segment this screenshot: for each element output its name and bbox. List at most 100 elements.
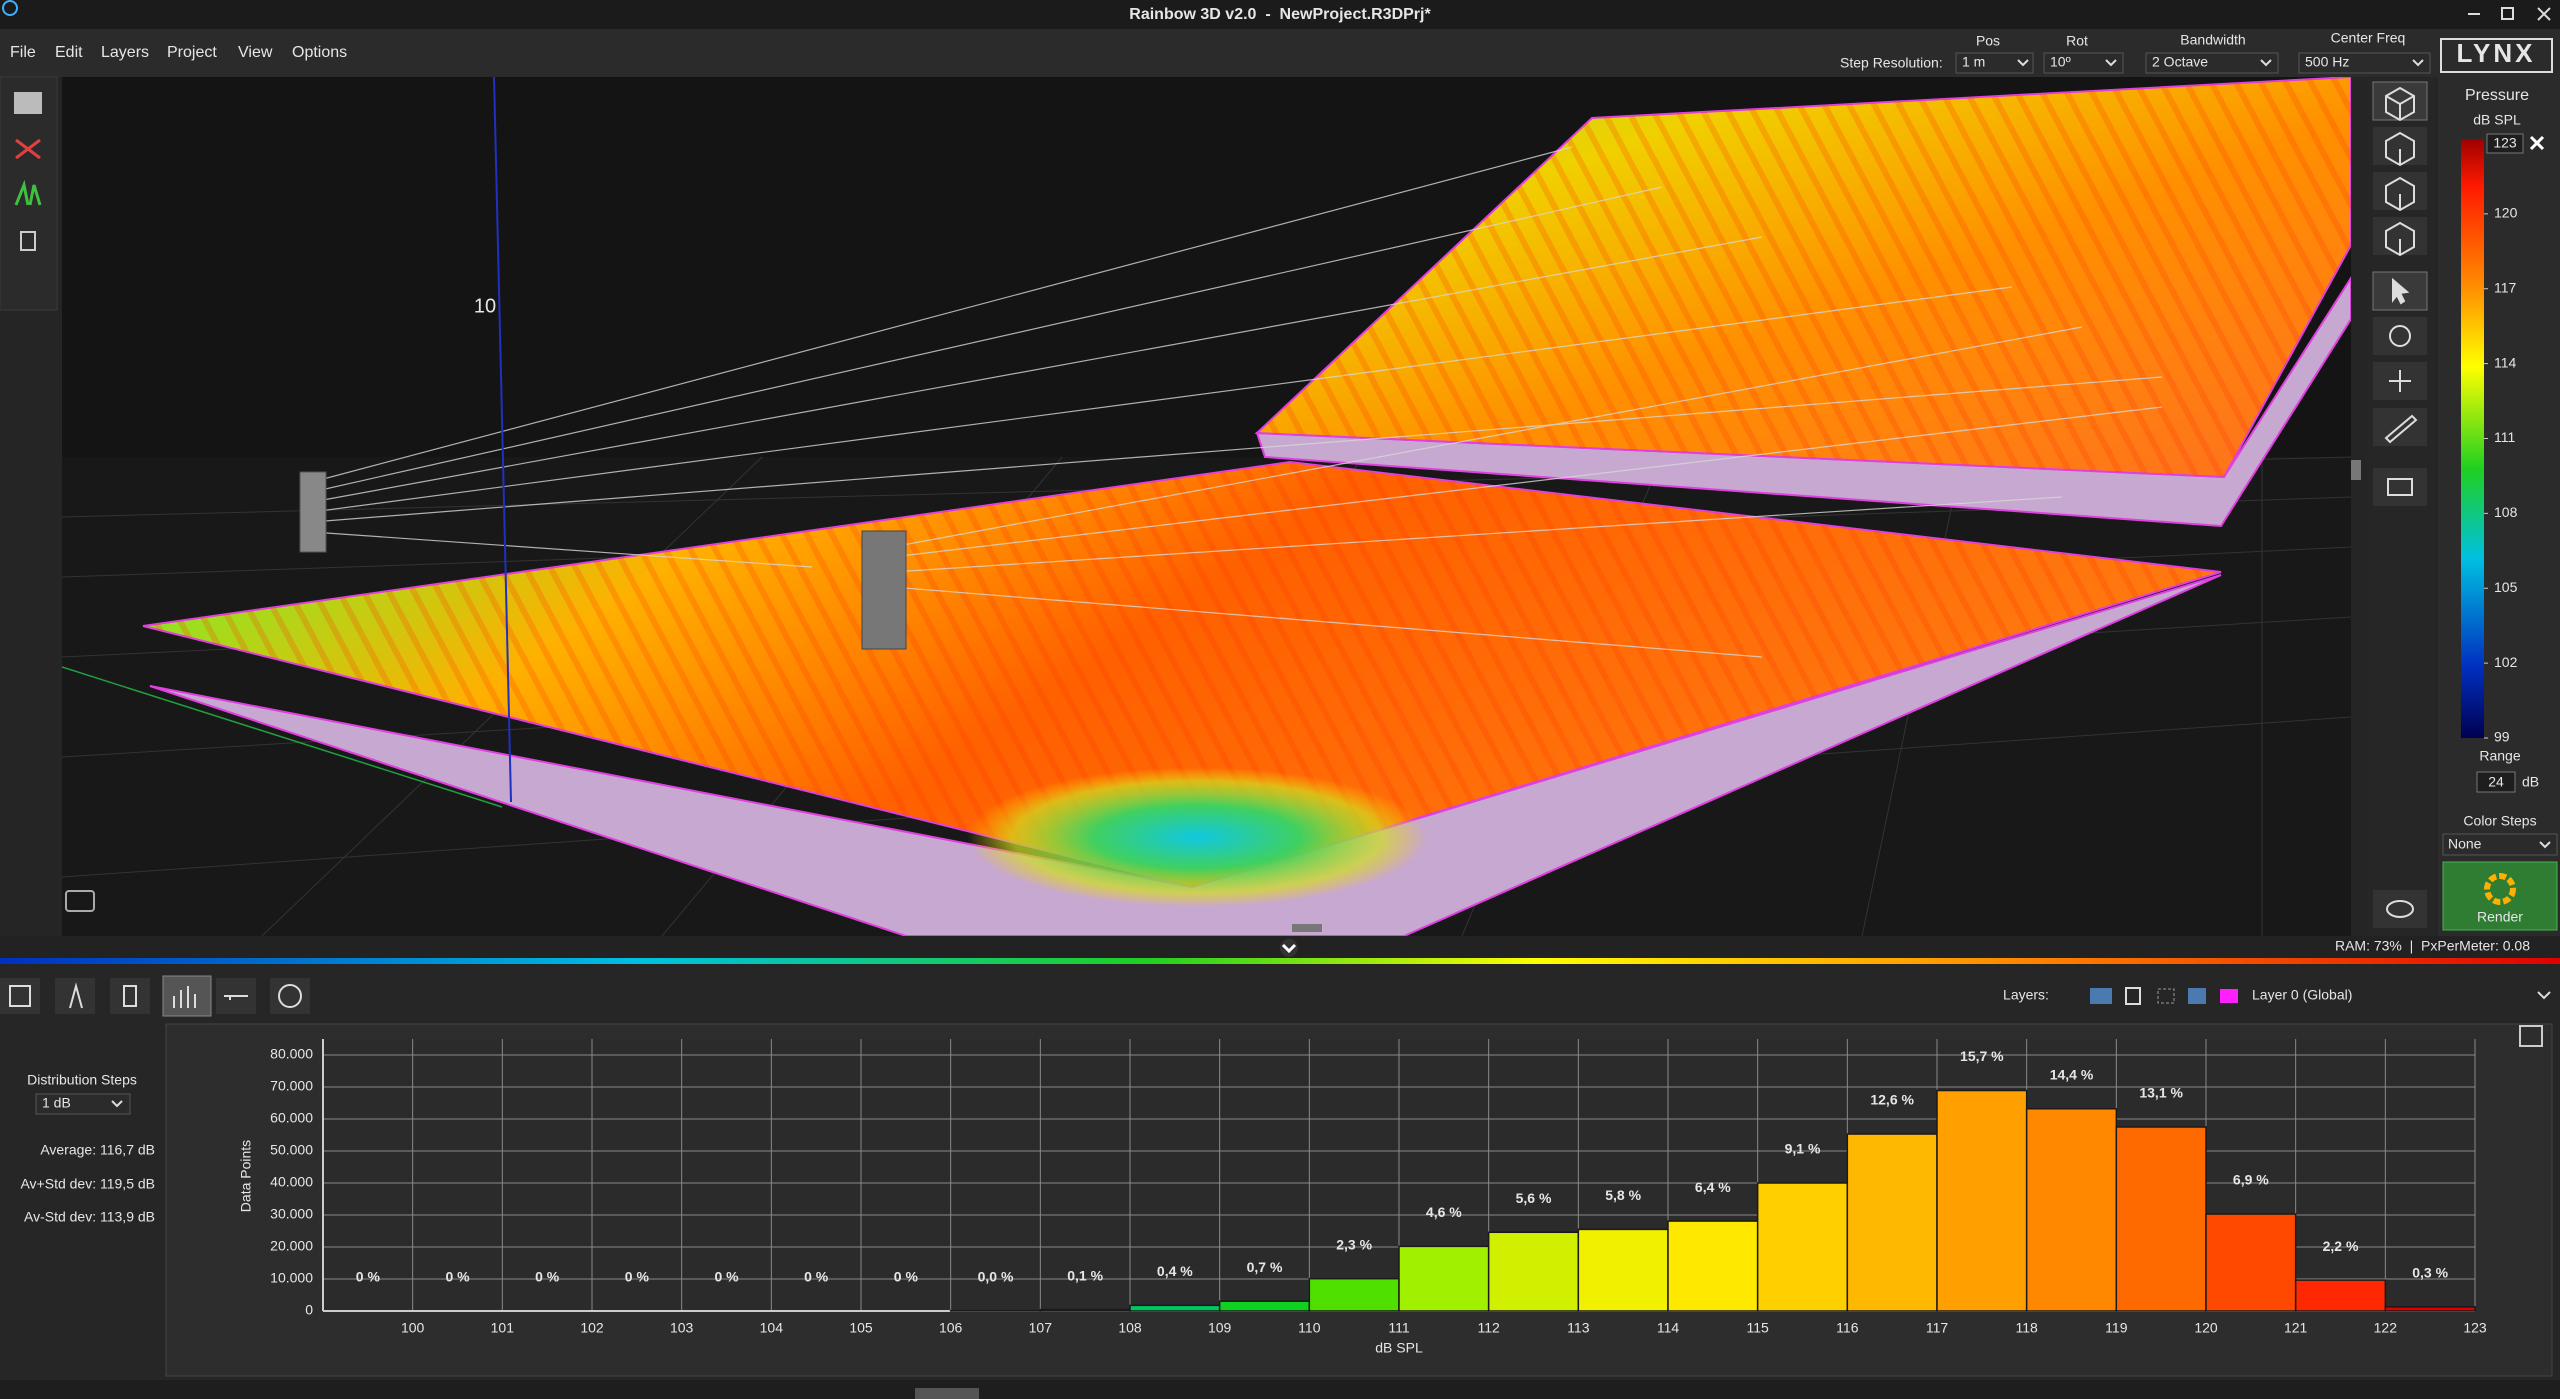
bar-label: 0,0 % (978, 1268, 1014, 1284)
rot-select[interactable]: 10º (2043, 52, 2124, 74)
bar-label: 0 % (714, 1269, 739, 1285)
select-box[interactable] (2145, 52, 2279, 74)
dropdown-arrow[interactable] (2017, 59, 2029, 67)
camera-tool[interactable] (2373, 468, 2427, 506)
layer-lock[interactable] (2125, 987, 2141, 1005)
layer-select[interactable] (2157, 988, 2175, 1004)
dropdown-arrow[interactable] (2105, 59, 2117, 67)
x-tick-label: 108 (1118, 1320, 1142, 1336)
delete-button[interactable] (20, 231, 36, 251)
select-box[interactable] (2043, 52, 2124, 74)
select-value[interactable]: None (2448, 836, 2482, 852)
bar-label: 0 % (894, 1269, 919, 1285)
render-icon[interactable] (2484, 873, 2516, 905)
range-value[interactable]: 24 (2488, 774, 2504, 790)
select-value[interactable]: 2 Octave (2152, 54, 2208, 70)
axis-label: 10 (474, 295, 496, 317)
select-box[interactable] (2442, 833, 2558, 856)
tab-button[interactable] (0, 978, 40, 1014)
bar (2025, 1108, 2118, 1312)
dropdown-arrow[interactable] (2260, 59, 2272, 67)
bar-label: 6,9 % (2233, 1172, 2269, 1188)
layer-name[interactable]: Layer 0 (Global) (2252, 987, 2352, 1003)
scroll-handle[interactable] (915, 1388, 979, 1399)
title-bar (0, 0, 2560, 29)
select-value[interactable]: 1 m (1962, 54, 1985, 70)
tab-button[interactable] (110, 978, 150, 1014)
viewport-scroll-handle[interactable] (1292, 924, 1322, 932)
collapse-button[interactable] (1280, 939, 1298, 957)
screenshot-button[interactable] (65, 890, 95, 912)
bandwidth-select[interactable]: 2 Octave (2145, 52, 2279, 74)
x-tick-label: 112 (1478, 1320, 1501, 1336)
bar (2384, 1306, 2476, 1312)
bar (1936, 1089, 2028, 1312)
select-value[interactable]: 500 Hz (2305, 54, 2349, 70)
color-bar-label: 111 (2494, 429, 2515, 445)
tab-bar (0, 966, 2560, 1018)
select-box[interactable] (1955, 52, 2034, 74)
y-tick-label: 60.000 (270, 1110, 313, 1126)
color-bar (2461, 139, 2484, 738)
average: Average: 116,7 dB (40, 1142, 155, 1158)
layer-visibility[interactable] (2090, 988, 2112, 1004)
render-label[interactable]: Render (2477, 909, 2523, 925)
window-title: Rainbow 3D v2.0 - NewProject.R3DPrj* (1129, 6, 1431, 23)
restore-button[interactable] (2501, 7, 2514, 20)
logo-frame (2440, 38, 2553, 73)
speaker (861, 530, 907, 650)
dropdown-arrow[interactable] (2412, 59, 2424, 67)
rotate-tool[interactable] (2373, 317, 2427, 355)
bar-label: 9,1 % (1785, 1141, 1821, 1157)
visibility-tool[interactable] (2373, 890, 2427, 928)
menu-item[interactable]: File (10, 44, 36, 61)
average-minus-std: Av-Std dev: 113,9 dB (24, 1209, 155, 1225)
bar-label: 2,2 % (2323, 1238, 2359, 1254)
expand-button[interactable] (2519, 1025, 2543, 1047)
pos-select[interactable]: 1 m (1955, 52, 2034, 74)
render-button[interactable]: Render (2442, 861, 2558, 931)
bar (1487, 1231, 1580, 1312)
dropdown-arrow[interactable] (2539, 841, 2551, 849)
menu-item[interactable]: Project (167, 44, 217, 61)
menu-item[interactable]: View (238, 44, 273, 61)
tool-button[interactable] (15, 138, 41, 160)
range-label: Range (2479, 748, 2520, 764)
layer-power[interactable] (2188, 988, 2206, 1004)
range-input[interactable] (2476, 771, 2516, 793)
x-tick-label: 105 (849, 1320, 873, 1336)
y-tick-label: 10.000 (270, 1270, 313, 1286)
bar-label: 13,1 % (2139, 1085, 2183, 1101)
bar-label: 0 % (445, 1269, 470, 1285)
layer-dropdown[interactable] (2537, 991, 2551, 1000)
select-box[interactable] (35, 1093, 131, 1115)
tool-button[interactable] (14, 92, 42, 114)
viewport[interactable]: 10 (62, 77, 2351, 936)
collapse-arrow[interactable] (1281, 943, 1297, 954)
average-plus-std: Av+Std dev: 119,5 dB (20, 1176, 155, 1192)
x-tick-label: 109 (1208, 1320, 1232, 1336)
close-button[interactable] (2537, 7, 2551, 21)
color-steps-select[interactable]: None (2442, 833, 2558, 856)
tool-button[interactable] (14, 179, 42, 206)
x-tick-label: 123 (2463, 1320, 2487, 1336)
distribution-steps-select[interactable]: 1 dB (35, 1093, 131, 1115)
select-value[interactable]: 10º (2050, 54, 2071, 70)
status-bar (0, 936, 2560, 958)
menu-item[interactable]: Edit (55, 44, 83, 61)
status-text: RAM: 73% | PxPerMeter: 0.08 (2335, 938, 2530, 954)
max-value[interactable]: 123 (2493, 135, 2517, 151)
max-input[interactable] (2486, 133, 2524, 154)
tab-button[interactable] (270, 978, 310, 1014)
dropdown-arrow[interactable] (111, 1100, 123, 1108)
clear-max-button[interactable] (2529, 135, 2545, 151)
color-bar-label: 99 (2494, 729, 2510, 745)
select-box[interactable] (2298, 52, 2431, 74)
center-freq-select[interactable]: 500 Hz (2298, 52, 2431, 74)
menu-item[interactable]: Options (292, 44, 347, 61)
bar (1756, 1182, 1849, 1312)
viewport-scroll-handle[interactable] (2351, 460, 2361, 480)
menu-item[interactable]: Layers (101, 44, 149, 61)
tab-button[interactable] (55, 978, 95, 1014)
select-value[interactable]: 1 dB (42, 1095, 71, 1111)
